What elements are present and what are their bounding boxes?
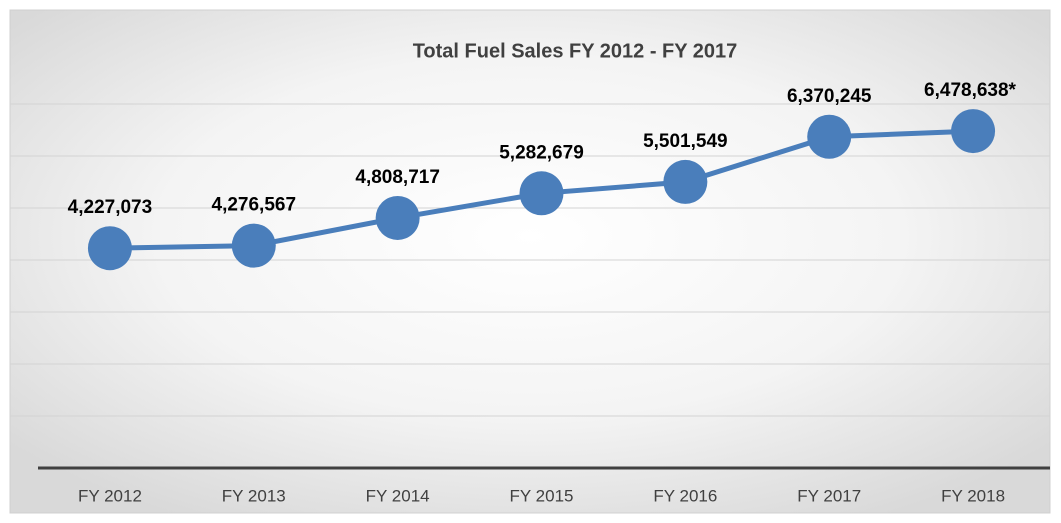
x-tick-label: FY 2013: [222, 486, 286, 505]
data-label: 5,282,679: [499, 142, 584, 163]
chart-background: [9, 9, 1051, 514]
data-label: 4,227,073: [68, 197, 153, 218]
marker: [519, 171, 564, 216]
x-tick-label: FY 2012: [78, 486, 142, 505]
marker: [807, 114, 852, 159]
marker: [951, 109, 996, 154]
marker: [375, 195, 420, 240]
chart-title: Total Fuel Sales FY 2012 - FY 2017: [413, 40, 738, 62]
data-label: 4,808,717: [355, 167, 440, 188]
marker: [663, 159, 708, 204]
x-tick-label: FY 2016: [653, 486, 717, 505]
x-tick-label: FY 2015: [510, 486, 574, 505]
data-label: 4,276,567: [212, 195, 297, 216]
x-tick-label: FY 2018: [941, 486, 1005, 505]
x-tick-label: FY 2017: [797, 486, 861, 505]
data-label: 6,370,245: [787, 86, 872, 107]
x-tick-label: FY 2014: [366, 486, 430, 505]
data-label: 5,501,549: [643, 131, 728, 152]
data-label: 6,478,638*: [924, 80, 1017, 101]
marker: [87, 226, 132, 271]
marker: [231, 223, 276, 268]
